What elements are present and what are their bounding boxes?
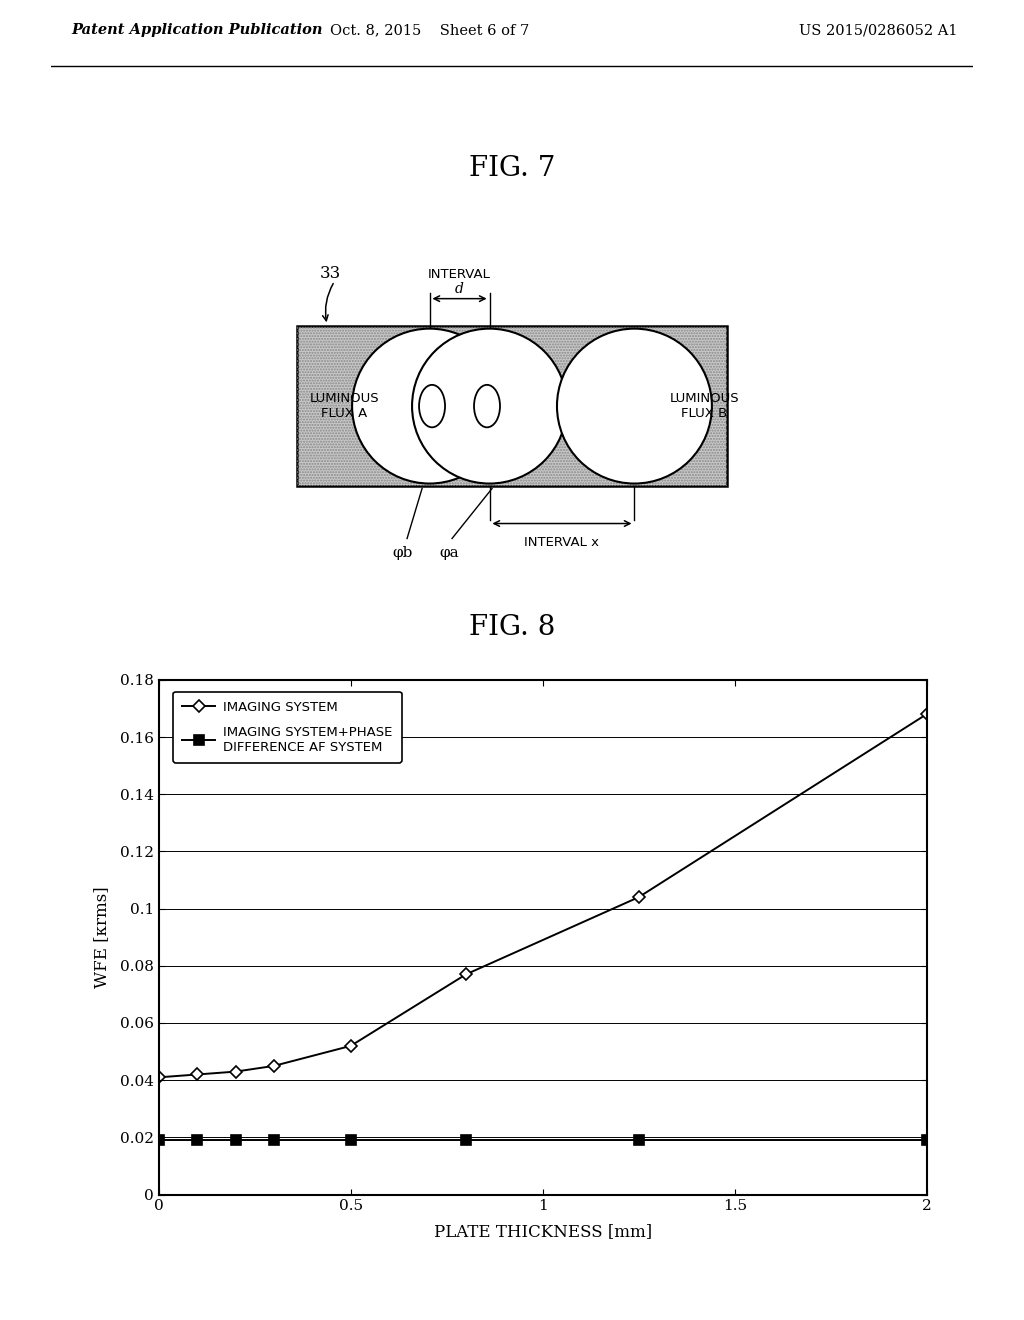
Text: φb: φb [392,546,413,560]
IMAGING SYSTEM+PHASE
DIFFERENCE AF SYSTEM [921,1133,933,1148]
Legend: IMAGING SYSTEM, IMAGING SYSTEM+PHASE
DIFFERENCE AF SYSTEM: IMAGING SYSTEM, IMAGING SYSTEM+PHASE DIF… [173,692,401,763]
IMAGING SYSTEM [153,1069,165,1085]
IMAGING SYSTEM+PHASE
DIFFERENCE AF SYSTEM [229,1133,242,1148]
Circle shape [557,329,712,483]
Text: INTERVAL x: INTERVAL x [524,536,599,549]
IMAGING SYSTEM+PHASE
DIFFERENCE AF SYSTEM [344,1133,357,1148]
Text: 33: 33 [319,265,341,282]
Bar [297,326,727,486]
Circle shape [412,329,567,483]
IMAGING SYSTEM+PHASE
DIFFERENCE AF SYSTEM [190,1133,203,1148]
Text: US 2015/0286052 A1: US 2015/0286052 A1 [799,24,957,37]
Circle shape [352,329,507,483]
Text: d: d [455,282,464,296]
IMAGING SYSTEM+PHASE
DIFFERENCE AF SYSTEM [267,1133,280,1148]
IMAGING SYSTEM [633,890,645,906]
Text: INTERVAL: INTERVAL [428,268,490,281]
Line: IMAGING SYSTEM+PHASE
DIFFERENCE AF SYSTEM: IMAGING SYSTEM+PHASE DIFFERENCE AF SYSTE… [155,1135,931,1144]
IMAGING SYSTEM [190,1067,203,1082]
Text: LUMINOUS
FLUX A: LUMINOUS FLUX A [310,392,380,420]
IMAGING SYSTEM [229,1064,242,1080]
IMAGING SYSTEM+PHASE
DIFFERENCE AF SYSTEM [460,1133,472,1148]
Text: Oct. 8, 2015    Sheet 6 of 7: Oct. 8, 2015 Sheet 6 of 7 [331,24,529,37]
Text: φa: φa [439,546,460,560]
IMAGING SYSTEM [460,966,472,982]
X-axis label: PLATE THICKNESS [mm]: PLATE THICKNESS [mm] [433,1224,652,1241]
Ellipse shape [474,385,500,428]
IMAGING SYSTEM [267,1059,280,1074]
Text: LUMINOUS
FLUX B: LUMINOUS FLUX B [670,392,739,420]
Text: FIG. 8: FIG. 8 [469,614,555,640]
Y-axis label: WFE [κrms]: WFE [κrms] [93,887,111,987]
Bar [297,326,727,486]
IMAGING SYSTEM [921,706,933,722]
Text: Patent Application Publication: Patent Application Publication [72,24,324,37]
Ellipse shape [419,385,445,428]
IMAGING SYSTEM+PHASE
DIFFERENCE AF SYSTEM [633,1133,645,1148]
IMAGING SYSTEM+PHASE
DIFFERENCE AF SYSTEM [153,1133,165,1148]
Line: IMAGING SYSTEM: IMAGING SYSTEM [155,710,931,1082]
Text: FIG. 7: FIG. 7 [469,156,555,182]
IMAGING SYSTEM [344,1038,357,1053]
